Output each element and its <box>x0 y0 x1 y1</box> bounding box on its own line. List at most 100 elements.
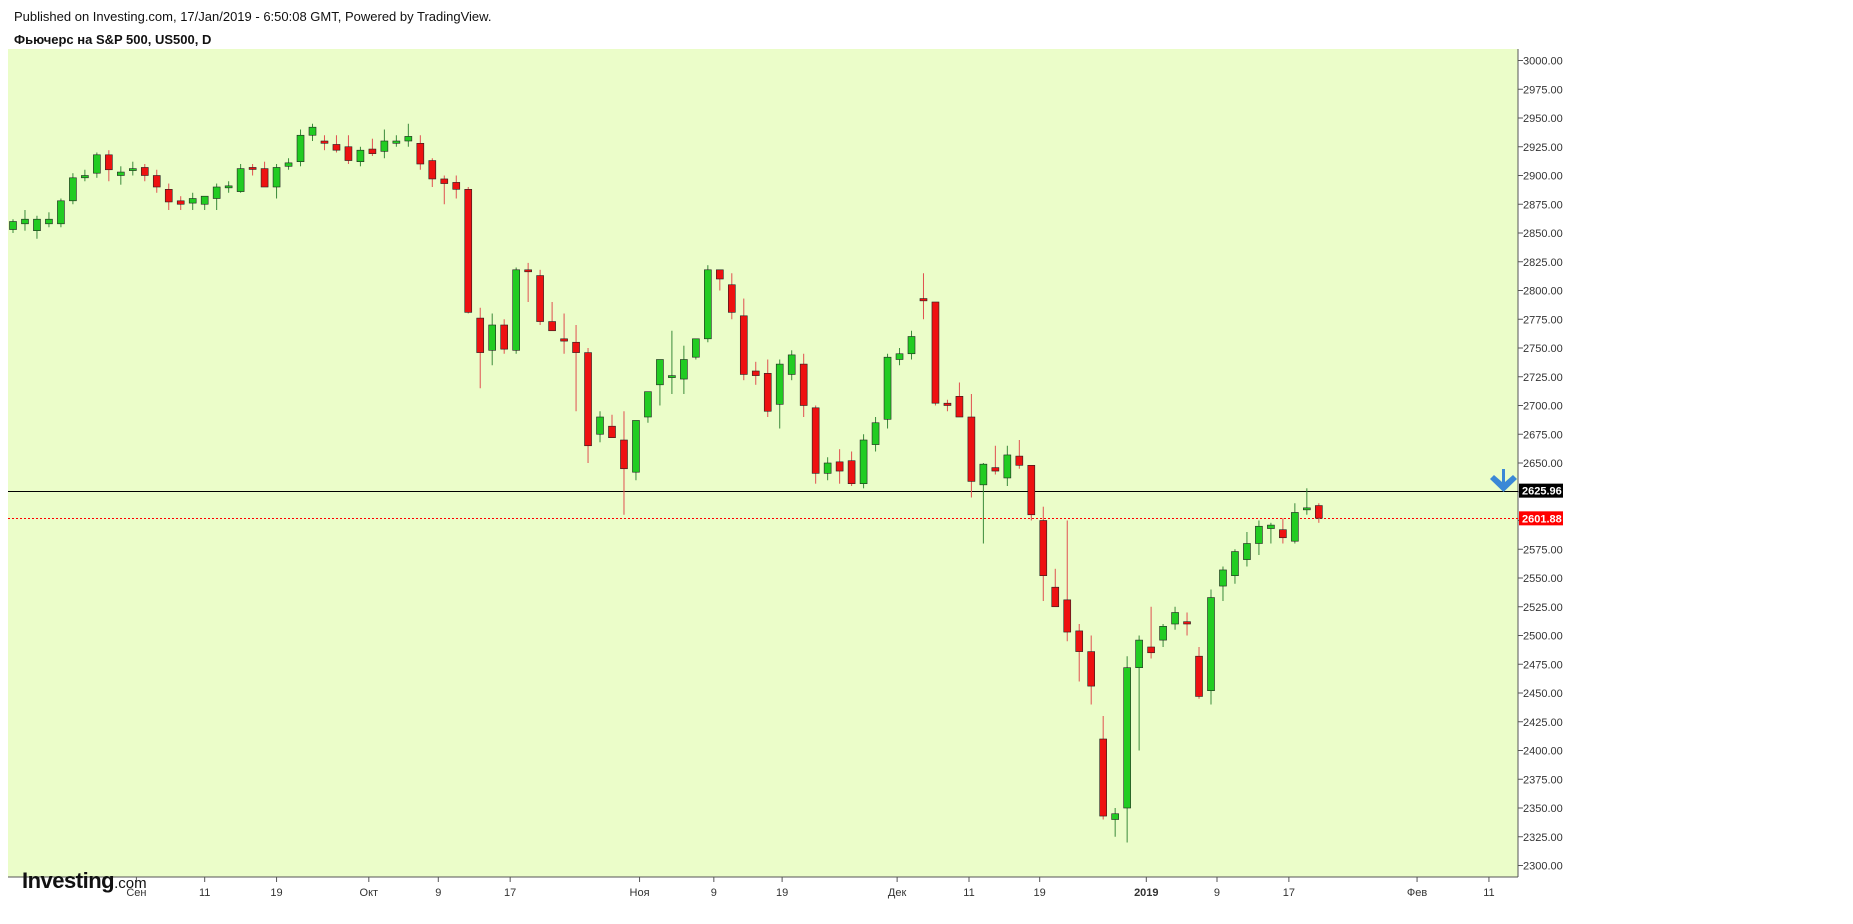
time-tick-label: Ноя <box>630 887 650 899</box>
time-axis[interactable]: Сен 11 19 Окт 9 17 Ноя 9 19 Дек 11 19 2019 9 17 Фев 11 <box>126 877 1495 899</box>
candle <box>536 269 544 325</box>
candle-body <box>188 198 197 204</box>
candle-body <box>751 370 760 376</box>
candle-body <box>9 221 17 230</box>
price-axis[interactable]: 2300.00 2325.00 2350.00 2375.00 2400.00 2425.… <box>1518 56 1563 873</box>
price-tick-label: 2325.00 <box>1523 832 1563 844</box>
candle-body <box>129 168 137 171</box>
candle-body <box>799 363 808 406</box>
price-tick-label: 2925.00 <box>1523 142 1563 154</box>
candle-body <box>1159 625 1167 641</box>
candle <box>835 449 844 484</box>
candle-body <box>560 338 568 342</box>
candle <box>991 445 1000 475</box>
candle <box>45 212 53 228</box>
time-tick-label: 19 <box>270 887 282 899</box>
price-tick-label: 2500.00 <box>1523 631 1563 643</box>
time-tick-label: 9 <box>711 887 717 899</box>
candle-body <box>1039 520 1048 577</box>
candle <box>452 175 461 199</box>
candle <box>656 359 664 406</box>
logo-main: Investing <box>22 868 115 893</box>
down-arrow-icon <box>1490 469 1517 492</box>
plot-area[interactable] <box>8 49 1518 877</box>
candle-body <box>452 182 461 190</box>
candles-layer <box>9 123 1323 843</box>
candle-body <box>284 162 293 167</box>
candle <box>524 262 532 302</box>
candle-body <box>620 439 628 470</box>
candle <box>572 325 580 412</box>
candle <box>1087 635 1095 705</box>
candle <box>967 394 976 498</box>
candle <box>979 463 988 544</box>
candle-body <box>404 136 413 142</box>
candle <box>1183 612 1191 636</box>
candle-body <box>1195 655 1203 697</box>
price-label-box <box>1519 483 1563 498</box>
candle <box>320 135 329 151</box>
candle-body <box>991 467 1000 472</box>
candle-body <box>787 354 796 375</box>
candle-body <box>704 269 712 340</box>
price-tick-label: 2825.00 <box>1523 257 1563 269</box>
price-tick-label: 2300.00 <box>1523 861 1563 873</box>
candle <box>69 173 77 205</box>
candle-body <box>69 177 77 202</box>
candle-body <box>692 338 700 358</box>
candle-body <box>1267 524 1275 529</box>
candle-body <box>1219 569 1227 587</box>
candle-body <box>380 140 389 152</box>
candle <box>188 192 197 210</box>
candle <box>1207 589 1215 705</box>
price-tick-label: 2875.00 <box>1523 199 1563 211</box>
candle-body <box>260 168 269 188</box>
candle <box>1267 522 1275 544</box>
candle <box>716 269 724 291</box>
candle-body <box>152 175 161 188</box>
time-tick-label: 2019 <box>1134 887 1158 899</box>
candle <box>1171 606 1179 630</box>
candle <box>164 183 173 210</box>
candle-body <box>212 186 221 199</box>
candle-body <box>224 185 233 189</box>
candle-body <box>680 359 688 380</box>
candle <box>224 181 233 193</box>
price-label: 2625.96 <box>1522 486 1562 498</box>
candle-body <box>811 407 820 474</box>
candle-body <box>1147 646 1155 654</box>
candle-body <box>93 154 101 174</box>
candle-body <box>739 315 748 375</box>
candle-body <box>835 461 844 472</box>
candle-body <box>1015 455 1024 466</box>
candle <box>1219 566 1227 601</box>
candle-body <box>668 375 676 378</box>
candle <box>1099 716 1107 820</box>
candle <box>919 273 928 320</box>
candle-body <box>548 321 556 332</box>
candle-body <box>428 160 437 180</box>
price-labels-layer: 2625.96 2601.88 <box>1519 483 1563 526</box>
price-tick-label: 2750.00 <box>1523 343 1563 355</box>
candle-body <box>883 356 892 420</box>
candle <box>344 135 353 164</box>
candle-body <box>392 140 401 144</box>
price-tick-label: 2375.00 <box>1523 774 1563 786</box>
published-caption: Published on Investing.com, 17/Jan/2019 … <box>14 9 492 24</box>
candle-body <box>464 189 473 313</box>
candle <box>404 123 413 147</box>
candle-body <box>1255 525 1263 544</box>
candle-body <box>1123 667 1131 809</box>
candle <box>1111 808 1119 837</box>
candle-body <box>57 200 65 225</box>
price-tick-label: 2725.00 <box>1523 372 1563 384</box>
candle-body <box>823 462 832 474</box>
candle <box>608 414 616 439</box>
candle <box>859 434 868 489</box>
candle-body <box>45 218 53 225</box>
candle <box>368 138 377 156</box>
candle <box>632 420 640 481</box>
candle-body <box>536 275 544 322</box>
candle <box>847 451 856 486</box>
